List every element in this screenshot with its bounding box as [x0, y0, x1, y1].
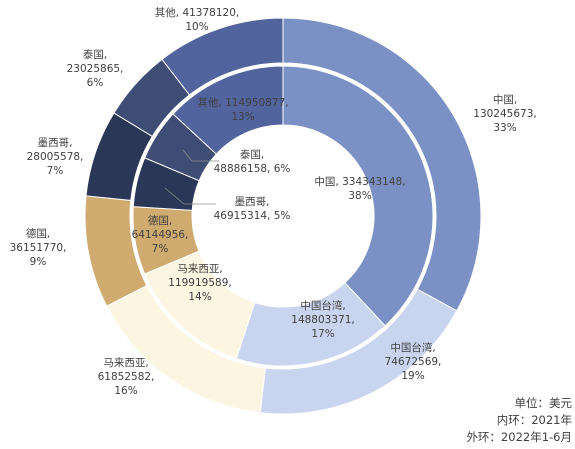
outer-label-germany: 德国, 36151770, 9%	[10, 227, 67, 268]
inner-label-thailand: 泰国, 48886158, 6%	[214, 148, 291, 175]
inner-label-line: 泰国,	[240, 148, 264, 161]
outer-label-line: 61852582,	[98, 371, 155, 383]
inner-slice-china	[282, 65, 434, 327]
inner-label-line: 马来西亚,	[177, 263, 222, 275]
inner-label-line: 墨西哥,	[235, 196, 270, 208]
outer-ring-labels: 中国, 130245673, 33% 中国台湾, 74672569, 19% 马来西亚, 61…	[10, 6, 537, 397]
outer-label-malaysia: 马来西亚, 61852582, 16%	[98, 357, 155, 397]
outer-label-line: 6%	[87, 77, 104, 89]
outer-label-line: 9%	[30, 256, 47, 268]
inner-label-line: 13%	[231, 111, 254, 123]
outer-label-thailand: 泰国, 23025865, 6%	[67, 48, 124, 89]
outer-label-line: 马来西亚,	[103, 357, 148, 369]
outer-label-line: 74672569,	[385, 356, 442, 368]
inner-label-line: 7%	[152, 243, 169, 255]
inner-label-line: 119919589,	[168, 277, 231, 289]
inner-label-line: 148803371,	[291, 314, 354, 326]
inner-label-line: 46915314, 5%	[214, 210, 291, 222]
outer-label-mexico: 墨西哥, 28005578, 7%	[27, 137, 84, 177]
outer-ring	[84, 17, 482, 415]
outer-label-line: 10%	[185, 21, 208, 33]
outer-label-line: 23025865,	[67, 63, 124, 75]
outer-label-line: 130245673,	[473, 108, 536, 120]
outer-label-line: 28005578,	[27, 151, 84, 163]
outer-label-line: 德国,	[26, 227, 50, 240]
outer-slice-other	[161, 17, 284, 96]
outer-label-line: 16%	[114, 385, 137, 397]
outer-label-line: 19%	[401, 370, 424, 382]
unit-note: 单位：美元 内环：2021年 外环：2022年1-6月	[462, 395, 572, 446]
inner-label-china: 中国, 334343148, 38%	[314, 175, 405, 202]
leader-lines	[164, 149, 219, 205]
unit-label: 单位：美元	[514, 396, 573, 410]
outer-label-line: 其他, 41378120,	[155, 6, 239, 19]
leader-line-thailand	[182, 149, 219, 162]
inner-label-line: 中国, 334343148,	[314, 175, 405, 188]
leader-line-mexico	[164, 187, 216, 205]
inner-label-line: 48886158, 6%	[214, 163, 291, 175]
inner-label-other: 其他, 114950877, 13%	[197, 96, 288, 123]
inner-label-line: 其他, 114950877,	[197, 96, 288, 109]
inner-label-line: 64144956,	[132, 229, 189, 241]
inner-label-taiwan: 中国台湾, 148803371, 17%	[291, 299, 354, 340]
outer-label-line: 33%	[493, 122, 516, 134]
outer-label-line: 7%	[47, 165, 64, 177]
outer-ring-note: 外环：2022年1-6月	[466, 430, 572, 444]
outer-label-line: 中国台湾,	[390, 341, 435, 354]
inner-label-line: 14%	[188, 291, 211, 303]
inner-label-germany: 德国, 64144956, 7%	[132, 214, 189, 255]
inner-label-mexico: 墨西哥, 46915314, 5%	[214, 196, 291, 222]
inner-label-line: 中国台湾,	[300, 299, 345, 312]
outer-label-other: 其他, 41378120, 10%	[155, 6, 239, 33]
inner-ring	[132, 65, 434, 367]
outer-label-line: 墨西哥,	[38, 137, 73, 149]
outer-label-taiwan: 中国台湾, 74672569, 19%	[385, 341, 442, 382]
inner-label-line: 德国,	[148, 214, 172, 227]
inner-ring-note: 内环：2021年	[496, 413, 572, 427]
outer-label-line: 泰国,	[83, 48, 107, 61]
inner-label-malaysia: 马来西亚, 119919589, 14%	[168, 263, 231, 303]
outer-label-china: 中国, 130245673, 33%	[473, 93, 536, 134]
inner-ring-labels: 中国, 334343148, 38% 中国台湾, 148803371, 17% 马来西亚,…	[132, 96, 406, 340]
inner-slice-other	[172, 65, 284, 155]
inner-label-line: 38%	[348, 190, 371, 202]
outer-label-line: 中国,	[493, 93, 517, 106]
outer-label-line: 36151770,	[10, 242, 67, 254]
inner-label-line: 17%	[311, 328, 334, 340]
